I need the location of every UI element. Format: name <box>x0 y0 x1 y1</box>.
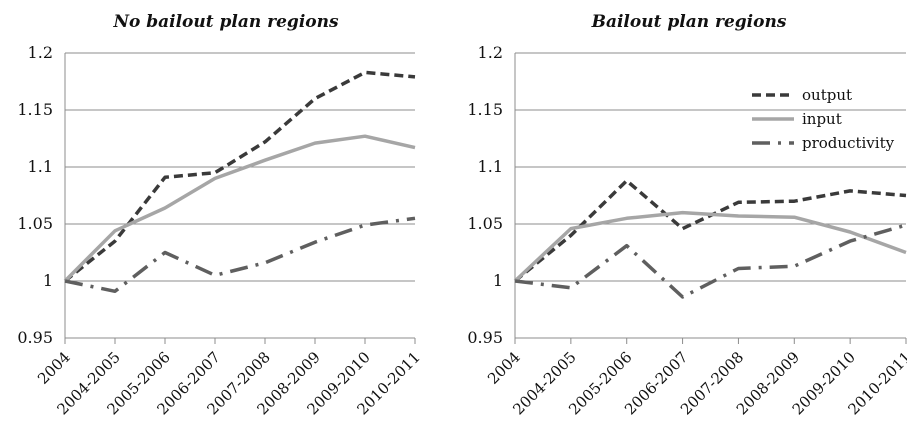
series-line-input <box>513 210 907 283</box>
x-tick-label: 2004 <box>484 348 524 388</box>
y-tick-label: 1 <box>493 271 503 290</box>
y-tick-label: 0.95 <box>467 328 503 347</box>
y-tick-label: 1.1 <box>28 157 53 176</box>
y-tick-label: 1.2 <box>28 43 53 62</box>
series-line-productivity <box>64 216 416 294</box>
y-tick-label: 1.05 <box>467 214 503 233</box>
chart-title: Bailout plan regions <box>591 12 787 32</box>
legend-label-input: input <box>802 110 842 128</box>
y-tick-label: 1.2 <box>478 43 503 62</box>
y-tick-label: 0.95 <box>17 328 53 347</box>
y-tick-label: 1 <box>43 271 53 290</box>
series-line-productivity <box>514 223 907 299</box>
y-tick-label: 1.15 <box>467 100 503 119</box>
chart-title: No bailout plan regions <box>112 12 339 32</box>
chart-panel-2: Bailout plan regions 0.95 1 1.05 1.1 1.15 1.2 2… <box>467 12 907 418</box>
x-tick-label: 2004 <box>34 348 74 388</box>
y-tick-label: 1.05 <box>17 214 53 233</box>
legend: output input productivity <box>752 86 895 152</box>
series-line-input <box>63 134 416 283</box>
chart-panel-1: No bailout plan regions 0.95 1 1.05 1.1 1.15 1… <box>17 12 423 418</box>
y-tick-label: 1.15 <box>17 100 53 119</box>
legend-label-productivity: productivity <box>802 134 895 152</box>
series-line-output <box>63 70 416 283</box>
y-tick-label: 1.1 <box>478 157 503 176</box>
legend-label-output: output <box>802 86 852 104</box>
